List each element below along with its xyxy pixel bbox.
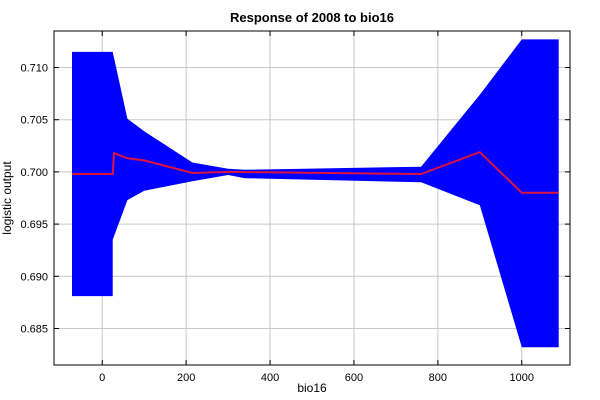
y-tick-label: 0.700 <box>20 167 48 179</box>
plot-frame <box>53 30 571 366</box>
mean-response-line <box>72 150 559 194</box>
y-tick-label: 0.685 <box>20 323 48 335</box>
y-tick-label: 0.705 <box>20 115 48 127</box>
x-tick-label: 800 <box>429 372 447 384</box>
x-axis-label: bio16 <box>297 381 327 395</box>
y-tick-label: 0.690 <box>20 271 48 283</box>
x-tick-label: 1000 <box>510 372 534 384</box>
chart-title: Response of 2008 to bio16 <box>230 10 394 25</box>
confidence-band <box>72 39 559 348</box>
x-tick-label: 600 <box>345 372 363 384</box>
x-tick-label: 0 <box>99 372 105 384</box>
x-tick-label: 200 <box>177 372 195 384</box>
plot-area <box>72 39 559 348</box>
y-tick-label: 0.710 <box>20 63 48 75</box>
y-tick-label: 0.695 <box>20 219 48 231</box>
y-axis-label: logistic output <box>0 161 14 235</box>
axis-ticks: 0 200 400 600 800 1000 0.685 0.690 0.695 0.700 0.7… <box>20 31 570 384</box>
x-tick-label: 400 <box>261 372 279 384</box>
